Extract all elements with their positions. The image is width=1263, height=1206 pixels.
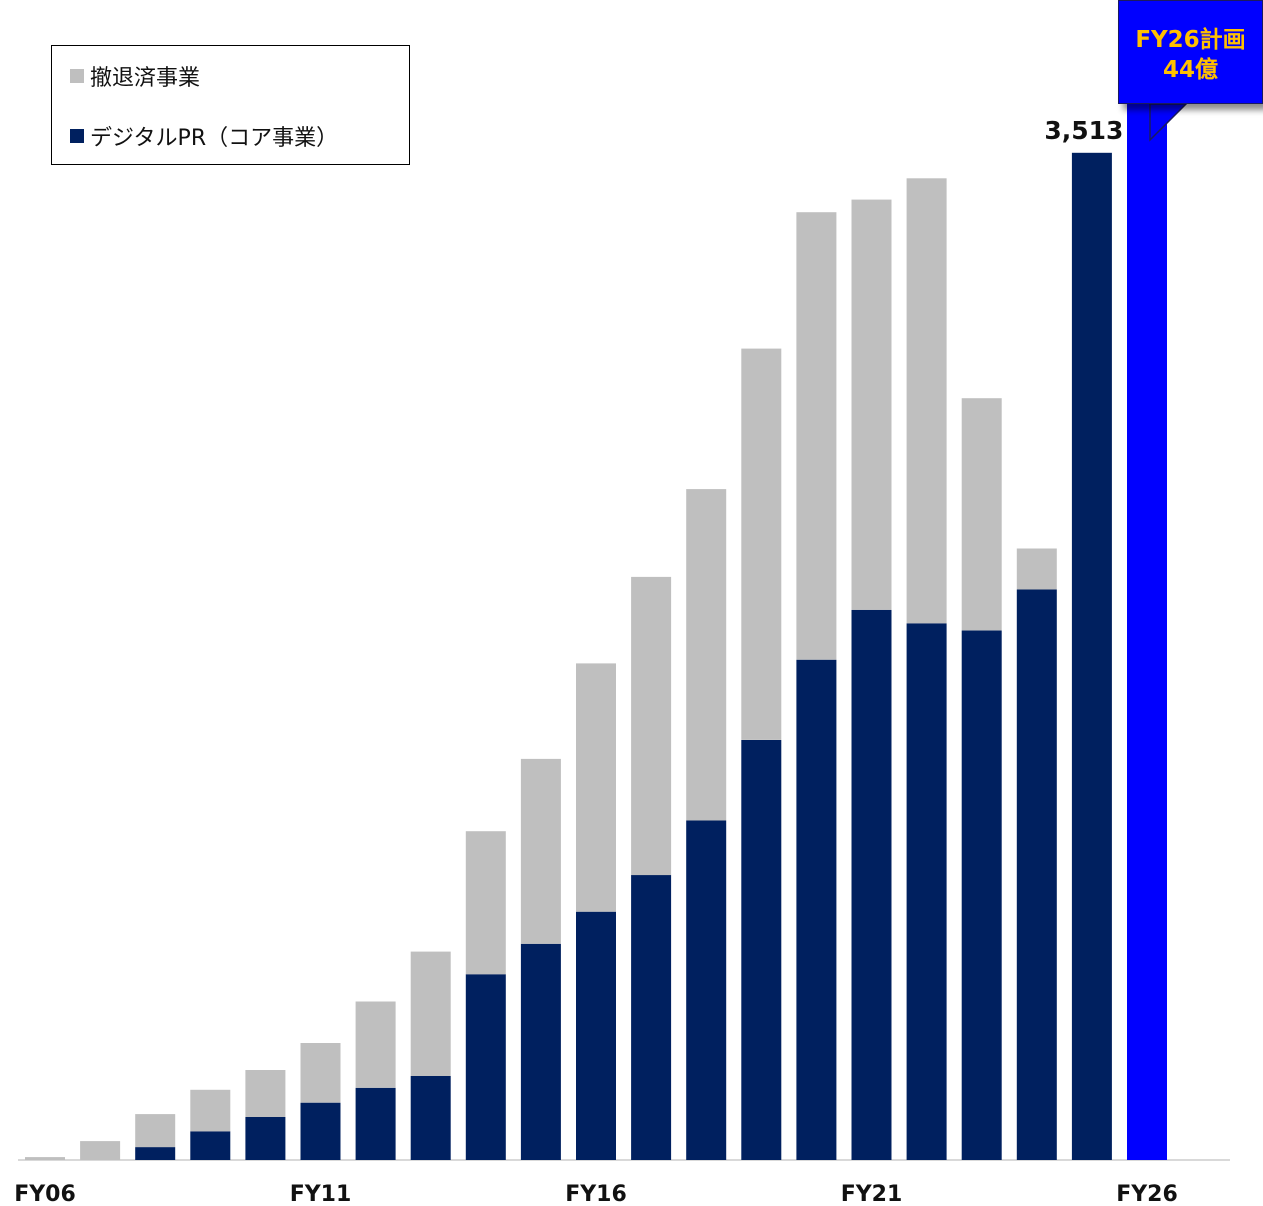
bar-fy24-series-0 (1016, 589, 1057, 1160)
x-tick-fy21: FY21 (841, 1182, 903, 1206)
x-tick-fy11: FY11 (290, 1182, 352, 1206)
bar-fy07-series-1 (80, 1141, 121, 1160)
legend-item-digital-pr: デジタルPR（コア事業） (70, 120, 338, 152)
bar-fy21-series-1 (851, 199, 892, 610)
legend-label-withdrawn: 撤退済事業 (90, 66, 201, 91)
bar-fy18-series-1 (686, 489, 727, 821)
legend-swatch-digital-pr (70, 129, 84, 143)
callout-title: FY26計画 (1135, 27, 1246, 53)
bar-fy17-series-0 (631, 875, 672, 1160)
bar-fy21-series-0 (851, 609, 892, 1160)
bar-fy19-series-0 (741, 740, 782, 1160)
bar-fy17-series-1 (631, 576, 672, 876)
bar-fy23-series-1 (961, 398, 1002, 631)
bar-fy20-series-1 (796, 212, 837, 660)
bar-fy11-series-1 (300, 1043, 341, 1103)
data-label-fy25: 3,513 (1044, 116, 1123, 145)
data-labels: 3,513 (1044, 116, 1123, 145)
bars-group (25, 0, 1167, 1161)
bar-fy12-series-1 (355, 1001, 396, 1088)
bar-fy26-series-2 (1127, 0, 1167, 1160)
x-tick-fy26: FY26 (1116, 1182, 1178, 1206)
bar-fy22-series-1 (906, 178, 947, 624)
bar-fy10-series-0 (245, 1117, 286, 1160)
bar-fy20-series-0 (796, 659, 837, 1160)
callout-value: 44億 (1162, 57, 1218, 83)
bar-fy12-series-0 (355, 1087, 396, 1160)
bar-fy09-series-1 (190, 1089, 231, 1132)
bar-fy08-series-0 (135, 1147, 176, 1160)
bar-fy25-series-0 (1071, 152, 1112, 1161)
bar-fy24-series-1 (1016, 548, 1057, 590)
bar-fy13-series-0 (410, 1076, 451, 1160)
x-tick-fy16: FY16 (565, 1182, 627, 1206)
bar-fy15-series-0 (520, 943, 561, 1160)
bar-fy09-series-0 (190, 1131, 231, 1160)
bar-fy14-series-1 (465, 831, 506, 975)
bar-fy18-series-0 (686, 820, 727, 1160)
bar-fy14-series-0 (465, 974, 506, 1160)
x-tick-fy06: FY06 (14, 1182, 76, 1206)
bar-fy23-series-0 (961, 630, 1002, 1160)
bar-fy06-series-1 (25, 1157, 65, 1160)
chart-legend: 撤退済事業 デジタルPR（コア事業） (51, 45, 410, 165)
bar-fy19-series-1 (741, 348, 782, 740)
bar-fy13-series-1 (410, 951, 451, 1076)
callout-pointer (1149, 103, 1188, 142)
bar-fy16-series-0 (576, 911, 616, 1160)
legend-label-digital-pr: デジタルPR（コア事業） (90, 126, 339, 151)
bar-fy11-series-0 (300, 1102, 341, 1160)
legend-swatch-withdrawn (70, 69, 84, 83)
fy26-plan-callout: FY26計画 44億 (1118, 0, 1263, 104)
bar-fy15-series-1 (520, 758, 561, 944)
bar-fy16-series-1 (576, 663, 616, 912)
legend-item-withdrawn: 撤退済事業 (70, 60, 200, 92)
x-tick-labels: FY06 FY11 FY16 FY21 FY26 (14, 1182, 1178, 1206)
bar-fy08-series-1 (135, 1114, 176, 1148)
bar-fy10-series-1 (245, 1070, 286, 1117)
bar-fy22-series-0 (906, 623, 947, 1160)
